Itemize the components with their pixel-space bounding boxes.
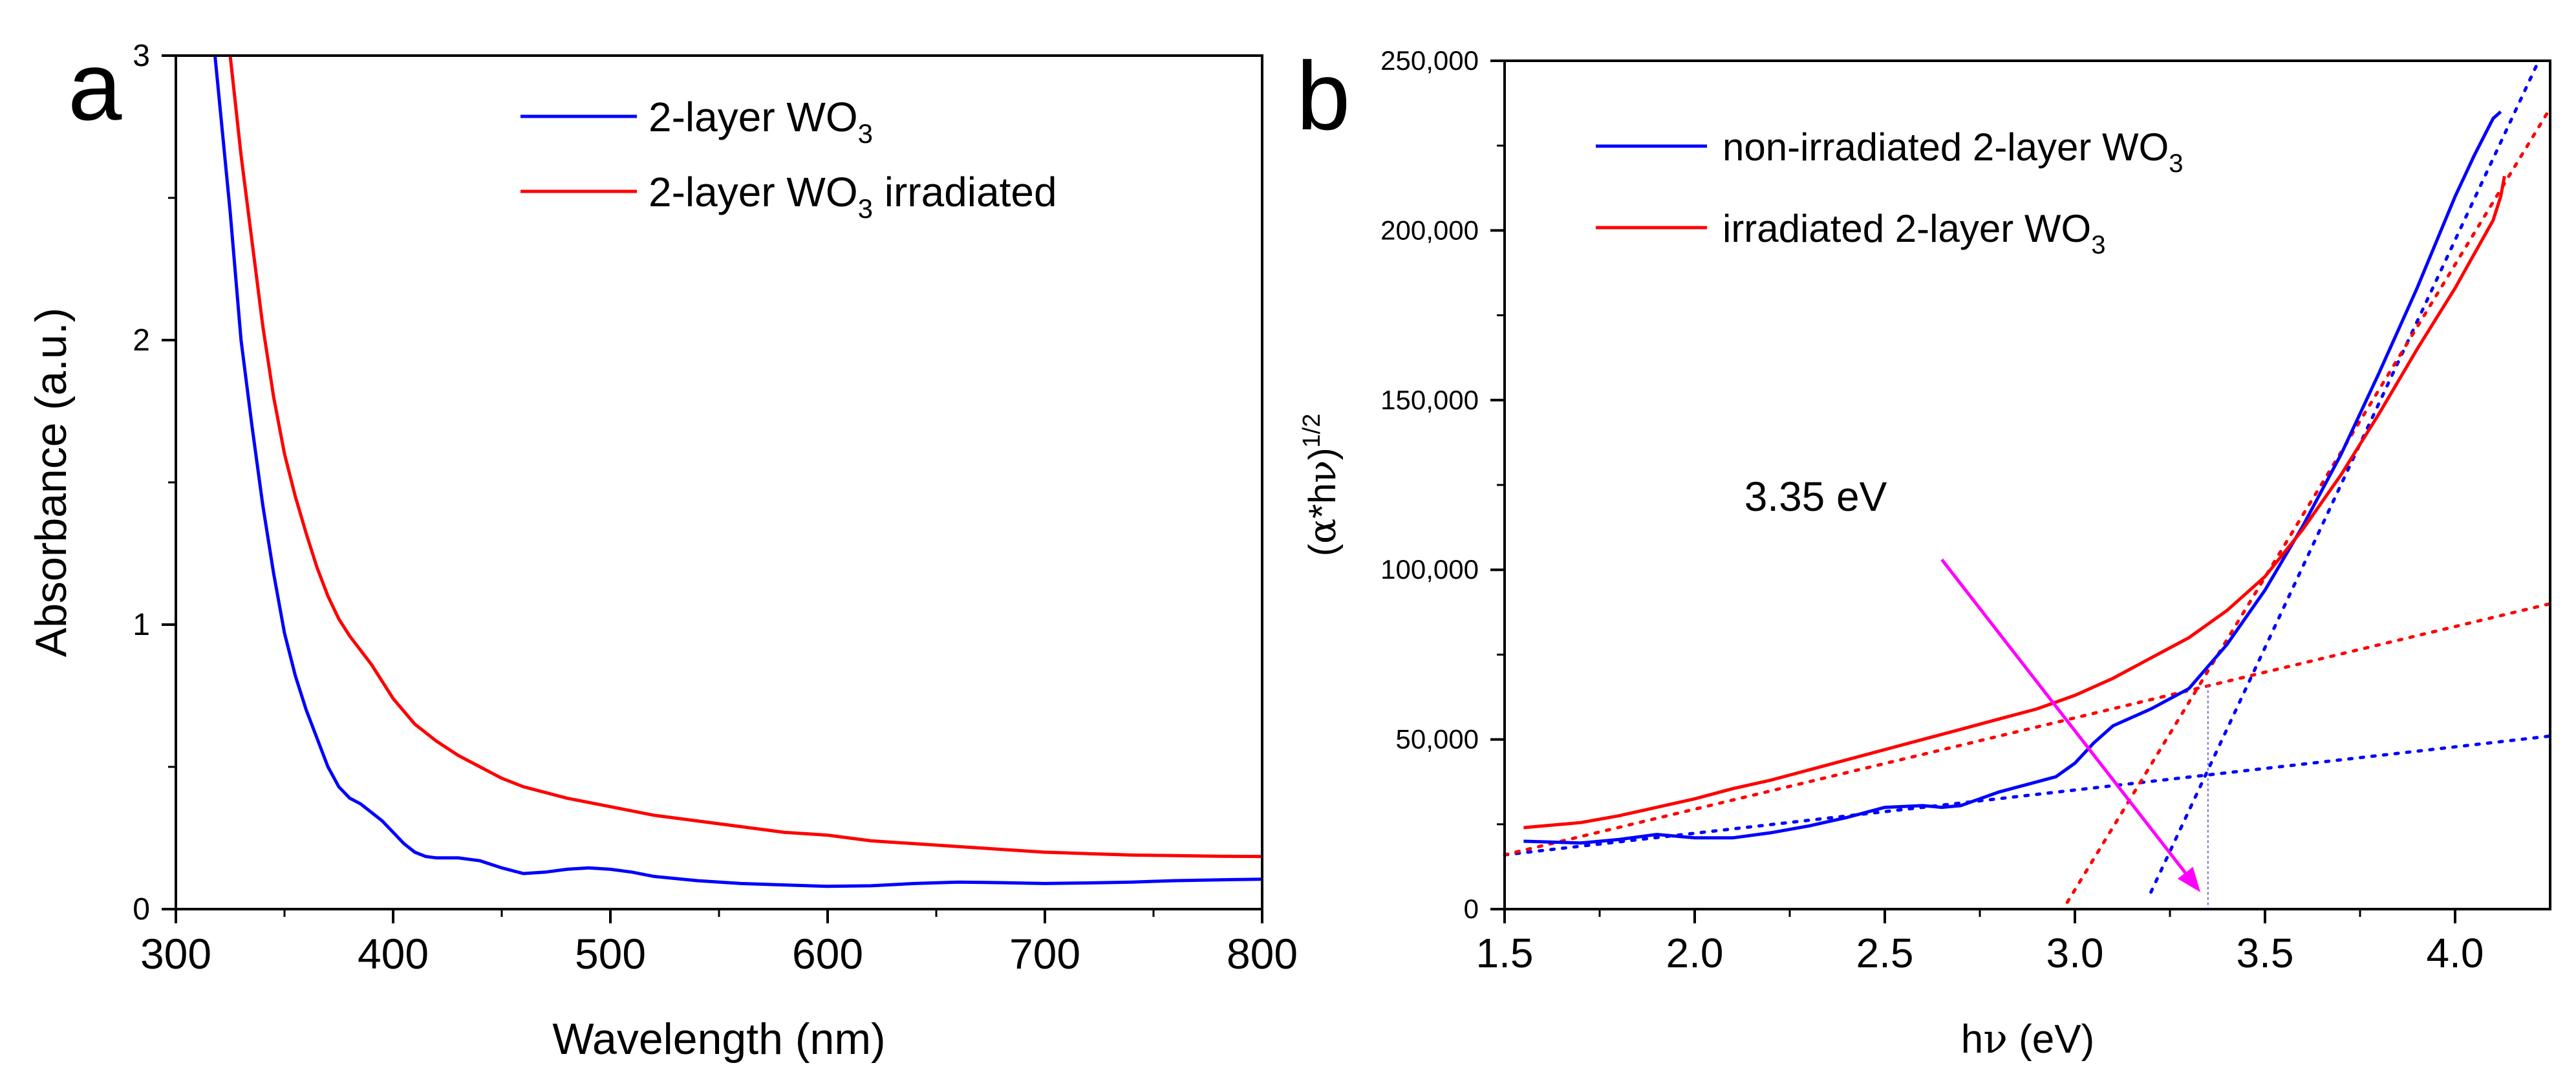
panel-a-x-axis-title: Wavelength (nm) [552, 1015, 885, 1064]
x-tick-label: 3.0 [2046, 930, 2104, 976]
panel-b-y-axis: 0 50,000 100,000 150,000 200,000 250,000 [1380, 45, 1505, 924]
fit-line-red-baseline-fit [1503, 602, 2552, 857]
panel-a-series-non-irradiated-line [213, 55, 1263, 888]
panel-b-plot-frame [1503, 59, 2551, 910]
legend-label-2-layer-wo3: 2-layer WO3 [649, 94, 873, 149]
panel-a-label: a [68, 32, 122, 140]
x-tick-label: 2.5 [1856, 930, 1914, 976]
fit-line-red-edge-fit [2065, 106, 2552, 905]
legend-item-2-layer-wo3-irradiated: 2-layer WO3 irradiated [521, 169, 1057, 224]
legend-item-2-layer-wo3: 2-layer WO3 [521, 94, 873, 149]
panel-a: a 300 400 500 600 700 800 0 1 2 3 Wavelength (nm… [27, 32, 1298, 1064]
x-tick-label: 500 [575, 930, 646, 978]
y-tick-label: 150,000 [1380, 385, 1479, 415]
panel-b: b 1.5 2.0 2.5 3.0 3.5 4.0 0 50,000 100,000 150,0… [1296, 41, 2552, 1062]
x-tick-label: 1.5 [1476, 930, 1534, 976]
panel-b-series-irradiated-line [1523, 175, 2506, 830]
x-tick-label: 700 [1009, 930, 1080, 978]
y-tick-label: 50,000 [1396, 724, 1479, 755]
legend-label-2-layer-wo3-irradiated: 2-layer WO3 irradiated [649, 169, 1057, 224]
panel-a-series-irradiated-line [228, 55, 1263, 859]
x-tick-label: 2.0 [1666, 930, 1724, 976]
panel-b-series-non-irradiated-line [1523, 110, 2502, 845]
y-tick-label: 3 [133, 39, 150, 73]
fit-line-blue-edge-fit [2149, 59, 2540, 894]
y-tick-label: 1 [133, 608, 150, 642]
y-tick-label: 0 [133, 892, 150, 927]
panel-a-y-axis: 0 1 2 3 [133, 39, 176, 927]
x-tick-label: 3.5 [2237, 930, 2294, 976]
legend-label-non-irradiated: non-irradiated 2-layer WO3 [1723, 125, 2184, 178]
x-tick-label: 400 [358, 930, 429, 978]
panel-b-x-axis-title: hν (eV) [1961, 1015, 2095, 1062]
panel-b-legend: non-irradiated 2-layer WO3 irradiated 2-… [1596, 125, 2184, 259]
panel-b-label: b [1296, 41, 1350, 150]
panel-a-y-axis-title: Absorbance (a.u.) [27, 308, 76, 658]
band-gap-arrow [1940, 558, 2187, 874]
y-tick-label: 0 [1464, 894, 1479, 924]
panel-b-lines [1523, 110, 2506, 845]
panel-b-fit-lines [1503, 59, 2552, 905]
legend-label-irradiated: irradiated 2-layer WO3 [1723, 207, 2105, 259]
y-tick-label: 250,000 [1380, 45, 1479, 76]
y-tick-label: 100,000 [1380, 554, 1479, 585]
x-tick-label: 800 [1227, 930, 1298, 978]
band-gap-annotation: 3.35 eV [1744, 473, 2201, 892]
band-gap-annotation-label: 3.35 eV [1744, 473, 1887, 520]
band-gap-arrow-head [2177, 866, 2201, 892]
fit-line-blue-baseline-fit [1503, 734, 2552, 857]
legend-item-non-irradiated: non-irradiated 2-layer WO3 [1596, 125, 2184, 178]
panel-a-x-axis: 300 400 500 600 700 800 [140, 909, 1298, 978]
panel-a-legend: 2-layer WO3 2-layer WO3 irradiated [521, 94, 1057, 224]
x-tick-label: 4.0 [2427, 930, 2484, 976]
panel-b-x-axis: 1.5 2.0 2.5 3.0 3.5 4.0 [1476, 909, 2484, 976]
y-tick-label: 2 [133, 323, 150, 358]
x-tick-label: 600 [792, 930, 863, 978]
panel-a-lines [213, 55, 1263, 888]
legend-item-irradiated: irradiated 2-layer WO3 [1596, 207, 2105, 259]
panel-b-y-axis-title: (α*hν)1/2 [1298, 414, 1344, 557]
y-tick-label: 200,000 [1380, 215, 1479, 245]
x-tick-label: 300 [140, 930, 211, 978]
